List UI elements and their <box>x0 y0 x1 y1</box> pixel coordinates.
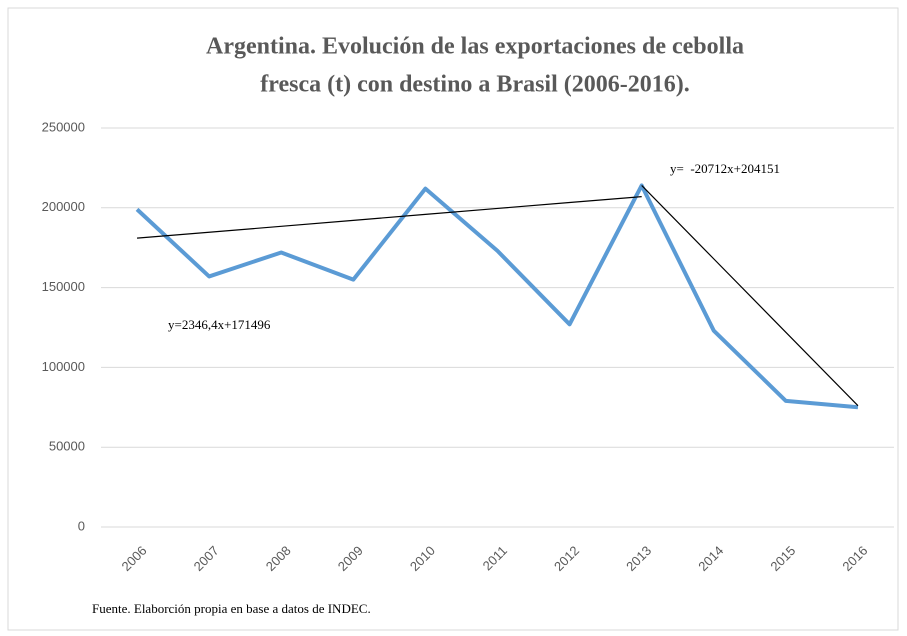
footnote: Fuente. Elaborción propia en base a dato… <box>92 601 371 616</box>
data-line <box>135 183 859 410</box>
y-tick-label: 50000 <box>49 439 85 454</box>
y-tick-label: 100000 <box>42 359 85 374</box>
trend-equation: y= -20712x+204151 <box>670 161 780 176</box>
trend-line <box>641 185 859 407</box>
trend-line <box>136 196 642 239</box>
y-tick-label: 200000 <box>42 199 85 214</box>
y-tick-label: 250000 <box>42 119 85 134</box>
y-tick-label: 0 <box>78 518 85 533</box>
chart-title: Argentina. Evolución de las exportacione… <box>206 34 744 60</box>
chart-frame <box>7 7 899 631</box>
chart-title: fresca (t) con destino a Brasil (2006-20… <box>260 72 690 98</box>
y-tick-label: 150000 <box>42 279 85 294</box>
trend-equation: y=2346,4x+171496 <box>168 317 271 332</box>
